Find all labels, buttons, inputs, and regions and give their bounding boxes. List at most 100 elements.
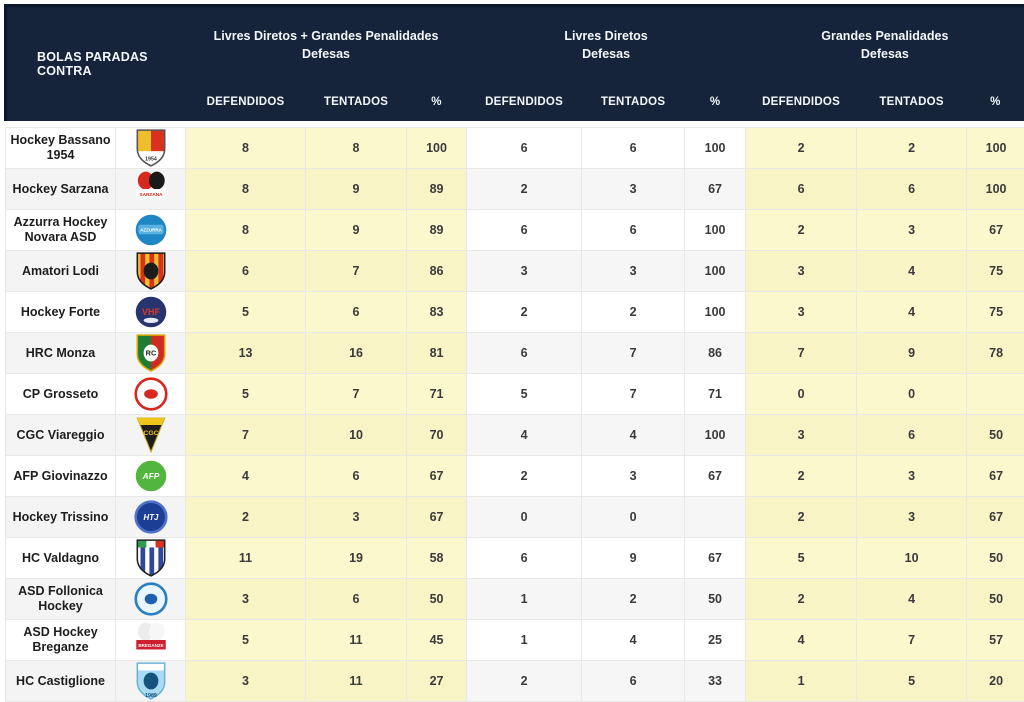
stat-cell-gp-percent: 57 (967, 620, 1024, 661)
stat-cell-ld-defended: 6 (467, 538, 582, 579)
stat-cell-gp-percent (967, 374, 1024, 415)
svg-text:1954: 1954 (145, 157, 157, 163)
group-header-direct-free-hits: Livres Diretos Defesas (467, 6, 746, 84)
stat-cell-ldgp-percent: 27 (407, 661, 467, 702)
stat-cell-ld-attempted: 9 (582, 538, 685, 579)
stat-cell-ldgp-percent: 50 (407, 579, 467, 620)
group-title-line1: Livres Diretos (467, 27, 746, 45)
stat-cell-ldgp-attempted: 10 (306, 415, 407, 456)
stat-cell-gp-defended: 3 (746, 415, 857, 456)
team-name: Hockey Forte (6, 292, 116, 333)
stat-cell-ld-percent: 67 (685, 456, 746, 497)
stat-cell-ldgp-defended: 8 (186, 169, 306, 210)
stat-cell-ld-attempted: 2 (582, 292, 685, 333)
team-name: HC Valdagno (6, 538, 116, 579)
stat-cell-gp-defended: 2 (746, 456, 857, 497)
stat-cell-ld-defended: 6 (467, 210, 582, 251)
team-logo-graphic (134, 579, 168, 619)
stat-cell-ld-attempted: 0 (582, 497, 685, 538)
stat-cell-ld-attempted: 7 (582, 333, 685, 374)
stat-cell-gp-defended: 5 (746, 538, 857, 579)
stat-cell-gp-defended: 4 (746, 620, 857, 661)
stat-cell-gp-attempted: 6 (857, 169, 967, 210)
team-logo-graphic: AZZURRA (134, 210, 168, 250)
stat-cell-ld-defended: 6 (467, 333, 582, 374)
team-logo-graphic (134, 251, 168, 291)
stat-cell-ldgp-percent: 83 (407, 292, 467, 333)
stat-cell-ld-defended: 2 (467, 169, 582, 210)
col-header-percent: % (407, 83, 467, 121)
stat-cell-ldgp-defended: 5 (186, 620, 306, 661)
set-pieces-against-table: BOLAS PARADAS CONTRA Livres Diretos + Gr… (4, 4, 1024, 702)
team-name: Hockey Bassano 1954 (6, 128, 116, 169)
stat-cell-gp-attempted: 3 (857, 456, 967, 497)
svg-text:1989: 1989 (145, 693, 157, 699)
stat-cell-ld-defended: 0 (467, 497, 582, 538)
stat-cell-ldgp-attempted: 9 (306, 210, 407, 251)
stat-cell-ld-attempted: 4 (582, 415, 685, 456)
stat-cell-gp-defended: 2 (746, 579, 857, 620)
stat-cell-ldgp-percent: 100 (407, 128, 467, 169)
svg-text:CGC: CGC (143, 430, 158, 437)
group-header-direct-free-hits-plus-penalties: Livres Diretos + Grandes Penalidades Def… (186, 6, 467, 84)
team-logo-graphic: CGC (134, 415, 168, 455)
stat-cell-gp-attempted: 4 (857, 251, 967, 292)
stat-cell-ldgp-attempted: 19 (306, 538, 407, 579)
stat-cell-ldgp-defended: 2 (186, 497, 306, 538)
stat-cell-ld-percent: 100 (685, 251, 746, 292)
stat-cell-ldgp-percent: 89 (407, 210, 467, 251)
stat-cell-gp-attempted: 2 (857, 128, 967, 169)
stat-cell-ldgp-attempted: 7 (306, 251, 407, 292)
group-title-line1: Grandes Penalidades (746, 27, 1024, 45)
stat-cell-ld-percent: 50 (685, 579, 746, 620)
team-logo-graphic: HTJ (134, 497, 168, 537)
team-logo-graphic: VHF (134, 292, 168, 332)
stat-cell-ld-attempted: 7 (582, 374, 685, 415)
stat-cell-ldgp-attempted: 11 (306, 661, 407, 702)
stat-cell-ld-percent: 67 (685, 538, 746, 579)
team-name: Amatori Lodi (6, 251, 116, 292)
stat-cell-ld-defended: 2 (467, 661, 582, 702)
stat-cell-ldgp-percent: 71 (407, 374, 467, 415)
stat-cell-gp-attempted: 4 (857, 292, 967, 333)
stat-cell-ld-percent: 100 (685, 128, 746, 169)
group-title-line2: Defesas (186, 45, 467, 63)
team-logo-graphic: RC (134, 333, 168, 373)
team-name: ASD Follonica Hockey (6, 579, 116, 620)
stat-cell-ldgp-defended: 7 (186, 415, 306, 456)
stat-cell-gp-attempted: 10 (857, 538, 967, 579)
stat-cell-ld-defended: 1 (467, 620, 582, 661)
stat-cell-gp-percent: 78 (967, 333, 1024, 374)
stat-cell-ld-defended: 3 (467, 251, 582, 292)
stat-cell-gp-defended: 1 (746, 661, 857, 702)
stat-cell-ldgp-attempted: 7 (306, 374, 407, 415)
stat-cell-ldgp-percent: 45 (407, 620, 467, 661)
team-logo: AZZURRA (116, 210, 186, 251)
stat-cell-gp-defended: 6 (746, 169, 857, 210)
team-name: Hockey Trissino (6, 497, 116, 538)
stat-cell-gp-defended: 2 (746, 128, 857, 169)
team-logo: 1954 (116, 128, 186, 169)
group-title-line2: Defesas (467, 45, 746, 63)
corner-title: BOLAS PARADAS CONTRA (6, 6, 186, 122)
stat-cell-gp-attempted: 0 (857, 374, 967, 415)
stat-cell-gp-percent: 50 (967, 538, 1024, 579)
col-header-attempted: TENTADOS (582, 83, 685, 121)
stat-cell-ld-attempted: 3 (582, 169, 685, 210)
col-header-percent: % (967, 83, 1024, 121)
stat-cell-gp-defended: 7 (746, 333, 857, 374)
stat-cell-ldgp-defended: 13 (186, 333, 306, 374)
stat-cell-ld-attempted: 6 (582, 661, 685, 702)
stat-cell-gp-attempted: 3 (857, 210, 967, 251)
stat-cell-ld-attempted: 4 (582, 620, 685, 661)
stat-cell-gp-attempted: 6 (857, 415, 967, 456)
